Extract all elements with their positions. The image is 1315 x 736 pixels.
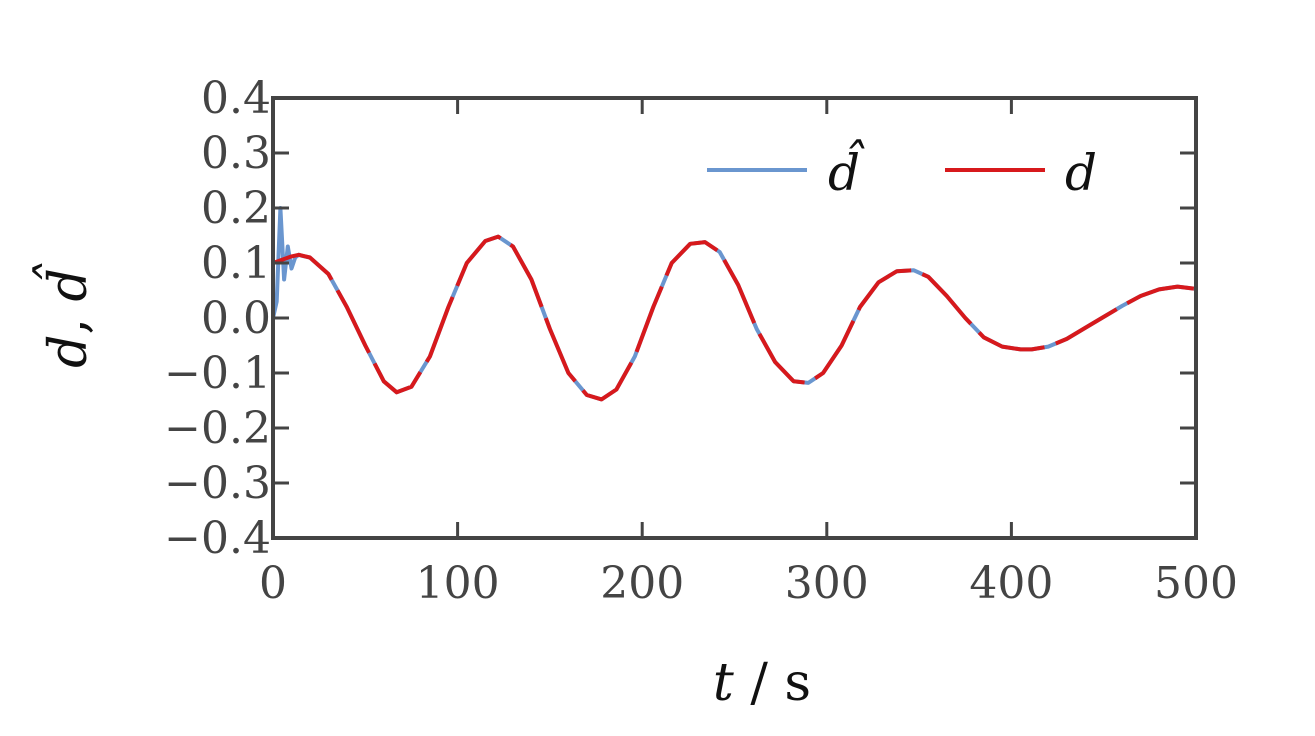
plot-frame: [271, 96, 1198, 540]
series-line-d: [272, 234, 1197, 402]
y-axis-label: d, d̂: [33, 263, 99, 368]
y-tick-label: 0.2: [201, 183, 271, 234]
y-tick-label: −0.1: [164, 348, 271, 399]
y-tick-label: −0.4: [164, 513, 271, 564]
x-tick-label: 500: [1154, 558, 1238, 609]
y-tick-label: 0.0: [201, 293, 271, 344]
x-tick-label: 100: [416, 558, 500, 609]
y-axis-variable-dhat: d̂: [33, 263, 99, 302]
ticks-layer: 0 100 200 300 400 500−0.4−0.3−0.2−0.10.00.10.…: [164, 73, 1238, 609]
y-tick-label: −0.3: [164, 458, 271, 509]
y-tick-label: 0.4: [201, 73, 271, 124]
legend-label-dhat: d̂: [828, 138, 865, 202]
x-tick-label: 300: [785, 558, 869, 609]
series-line-dhat: [271, 206, 1197, 402]
x-axis-label: t / s: [713, 653, 811, 713]
x-tick-label: 400: [969, 558, 1053, 609]
y-tick-label: 0.1: [201, 238, 271, 289]
x-tick-label: 0: [259, 558, 287, 609]
legend-label-d: d: [1065, 144, 1097, 202]
series-layer: [271, 206, 1197, 402]
x-axis-separator: /: [734, 653, 785, 713]
x-axis-unit: s: [784, 653, 811, 713]
y-axis-separator: ,: [39, 301, 99, 334]
legend: d̂ d: [707, 138, 1097, 202]
y-axis-variable-d: d: [39, 335, 99, 368]
x-axis-variable: t: [713, 653, 734, 713]
y-tick-label: 0.3: [201, 128, 271, 179]
x-tick-label: 200: [600, 558, 684, 609]
y-tick-label: −0.2: [164, 403, 271, 454]
